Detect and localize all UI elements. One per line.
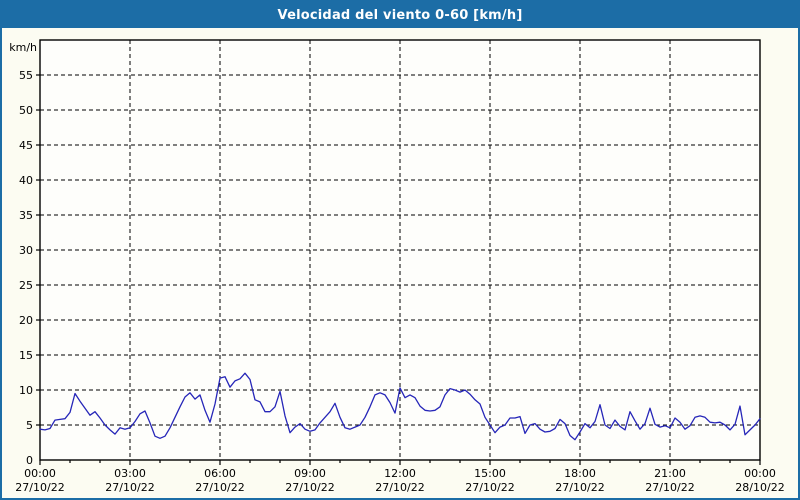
x-axis-time-label: 00:00 (24, 467, 56, 480)
x-axis-date-label: 28/10/22 (735, 481, 784, 494)
x-axis-date-label: 27/10/22 (375, 481, 424, 494)
x-axis-date-label: 27/10/22 (195, 481, 244, 494)
y-axis-tick-label: 35 (19, 209, 33, 222)
wind-speed-line (39, 372, 761, 441)
x-axis-time-label: 06:00 (204, 467, 236, 480)
x-axis-date-label: 27/10/22 (105, 481, 154, 494)
y-axis-tick-label: 20 (19, 314, 33, 327)
x-axis-time-label: 21:00 (654, 467, 686, 480)
y-axis-tick-label: 5 (26, 419, 33, 432)
x-axis-date-label: 27/10/22 (555, 481, 604, 494)
x-axis-time-label: 03:00 (114, 467, 146, 480)
y-axis-tick-label: 15 (19, 349, 33, 362)
chart-title-bar: Velocidad del viento 0-60 [km/h] (2, 2, 798, 28)
y-axis-tick-label: 0 (26, 454, 33, 467)
x-axis-date-label: 27/10/22 (285, 481, 334, 494)
x-axis-time-label: 09:00 (294, 467, 326, 480)
x-axis-time-label: 15:00 (474, 467, 506, 480)
y-axis-unit-label: km/h (9, 41, 37, 54)
x-axis-date-label: 27/10/22 (15, 481, 64, 494)
x-axis-date-label: 27/10/22 (465, 481, 514, 494)
y-axis-tick-label: 45 (19, 139, 33, 152)
x-axis-time-label: 12:00 (384, 467, 416, 480)
page-title: Velocidad del viento 0-60 [km/h] (277, 7, 523, 23)
y-axis-tick-label: 50 (19, 104, 33, 117)
x-axis-time-label: 18:00 (564, 467, 596, 480)
y-axis-tick-label: 55 (19, 69, 33, 82)
wind-speed-chart: 0510152025303540455055km/h00:0027/10/220… (9, 39, 785, 494)
y-axis-tick-label: 30 (19, 244, 33, 257)
x-axis-time-label: 00:00 (744, 467, 776, 480)
y-axis-tick-label: 40 (19, 174, 33, 187)
y-axis-tick-label: 25 (19, 279, 33, 292)
x-axis-date-label: 27/10/22 (645, 481, 694, 494)
y-axis-tick-label: 10 (19, 384, 33, 397)
